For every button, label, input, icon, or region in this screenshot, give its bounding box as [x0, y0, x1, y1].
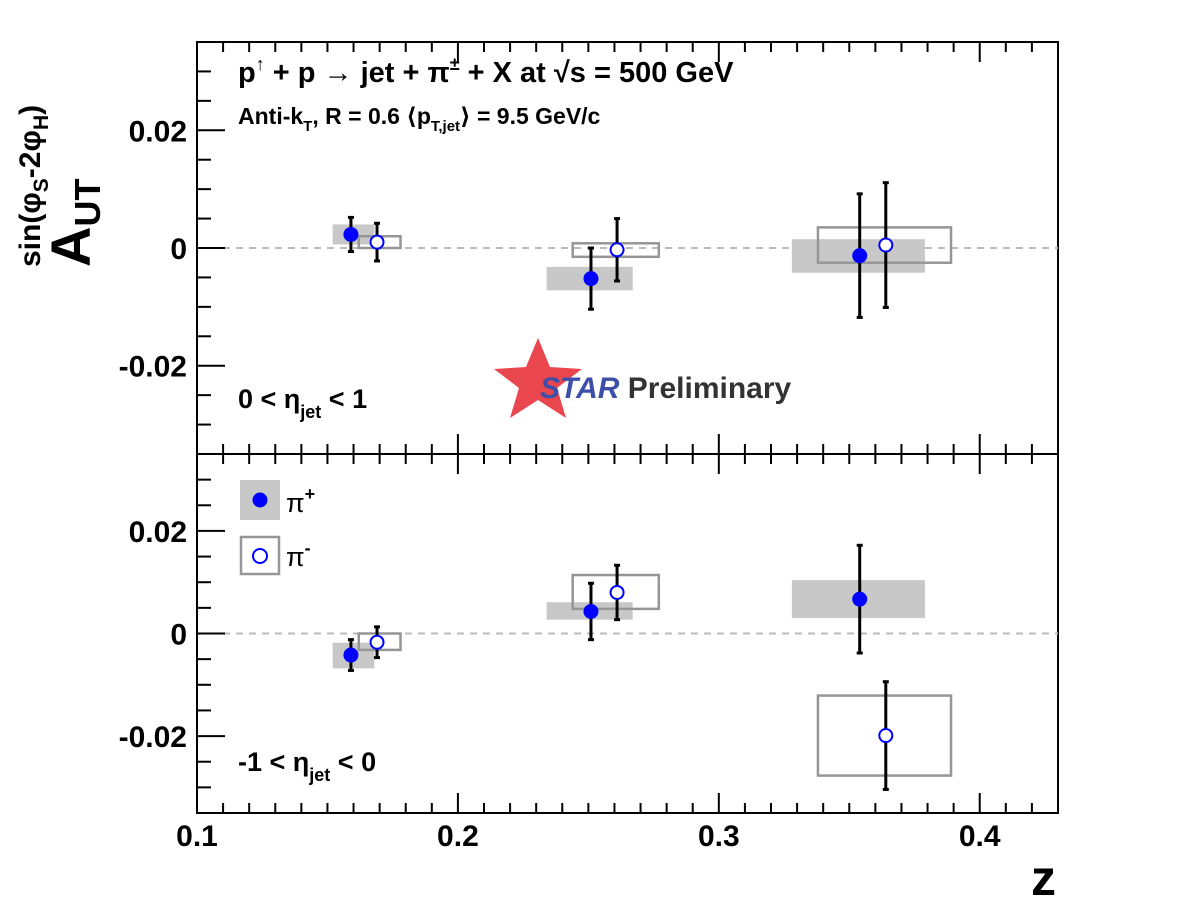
- point-pi-plus-upper-0: [343, 226, 359, 242]
- lower-label-a: -1 < η: [238, 747, 309, 777]
- title-up-arrow: ↑: [256, 54, 265, 74]
- x-tick-label: 0.3: [698, 820, 740, 853]
- ylabel-main: A: [39, 227, 102, 267]
- ylabel-sup-c: ): [14, 105, 47, 115]
- title-middle: + p → jet + π: [265, 57, 450, 89]
- y-tick-label-lower: 0.02: [129, 516, 187, 549]
- ylabel-sup-a: sin(φ: [14, 192, 47, 267]
- y-tick-label-lower: -0.02: [119, 721, 187, 754]
- lower-panel-label: -1 < ηjet < 0: [238, 747, 376, 785]
- panel-upper: -0.02 0 0.02: [119, 41, 1059, 455]
- data-layer-upper: [332, 181, 953, 319]
- point-pi-minus-lower-0: [369, 634, 385, 650]
- subtitle-ptjet-sub: T,jet: [431, 118, 460, 135]
- ylabel-sup-sub-s: S: [30, 178, 53, 192]
- point-pi-plus-lower-1: [583, 603, 599, 619]
- star-logo-icon: [494, 338, 582, 418]
- x-tick-label: 0.2: [437, 820, 479, 853]
- subtitle-antik: Anti-k: [238, 103, 303, 129]
- star-preliminary-watermark: STAR Preliminary: [494, 338, 792, 418]
- upper-label-sub: jet: [299, 402, 321, 422]
- point-pi-minus-lower-1: [609, 584, 625, 600]
- point-pi-minus-upper-1: [609, 242, 625, 258]
- upper-label-b: < 1: [321, 384, 367, 414]
- y-tick-label-upper: 0: [170, 233, 187, 266]
- lower-label-sub: jet: [308, 765, 330, 785]
- subtitle-t-sub: T: [303, 118, 312, 135]
- data-layer-lower: [332, 543, 953, 791]
- legend-pi-minus-base: π: [286, 542, 305, 572]
- legend-pi-plus-sup: +: [305, 484, 316, 504]
- legend-pi-plus-base: π: [286, 488, 305, 518]
- point-pi-plus-upper-2: [852, 248, 868, 264]
- ylabel-sup-b: -2φ: [14, 130, 47, 178]
- point-pi-minus-upper-2: [878, 237, 894, 253]
- y-tick-label-upper: -0.02: [119, 351, 187, 384]
- y-tick-label-upper: 0.02: [129, 115, 187, 148]
- title-end: + X at √s = 500 GeV: [460, 57, 735, 89]
- point-pi-minus-lower-2: [878, 728, 894, 744]
- legend: π+ π-: [239, 480, 315, 576]
- legend-swatch-pi-minus: [239, 535, 281, 576]
- subtitle-middle: , R = 0.6 ⟨p: [312, 103, 431, 129]
- ylabel-sub: UT: [67, 179, 108, 227]
- svg-text:AUT: AUT: [39, 179, 108, 267]
- upper-label-a: 0 < η: [238, 384, 300, 414]
- panel-lower: -0.02 0 0.02: [119, 453, 1059, 814]
- y-tick-label-lower: 0: [170, 619, 187, 652]
- point-pi-plus-lower-0: [343, 647, 359, 663]
- watermark-preliminary: Preliminary: [619, 372, 791, 405]
- watermark-star: STAR: [540, 372, 620, 405]
- legend-label-pi-minus: π-: [286, 538, 311, 572]
- point-pi-plus-lower-2: [852, 591, 868, 607]
- sys-box-pi-minus-lower-0: [357, 632, 402, 652]
- point-pi-minus-upper-0: [369, 234, 385, 250]
- legend-marker-pi-plus: [252, 492, 268, 508]
- title-pm: ±: [450, 54, 460, 74]
- chart-subtitle: Anti-kT, R = 0.6 ⟨pT,jet⟩ = 9.5 GeV/c: [238, 103, 601, 135]
- x-axis-label: z: [1031, 850, 1056, 906]
- watermark-star-text: STAR Preliminary: [540, 372, 792, 405]
- panels-layer: -0.02 0 0.02 -0.02 0 0.02: [119, 41, 1059, 814]
- upper-panel-label: 0 < ηjet < 1: [238, 384, 367, 422]
- point-pi-plus-upper-1: [583, 271, 599, 287]
- legend-pi-minus-sup: -: [305, 538, 311, 558]
- y-axis-label: AUT sin(φS-2φH): [14, 105, 108, 267]
- chart-title: p↑ + p → jet + π± + X at √s = 500 GeV: [238, 54, 734, 89]
- subtitle-end: ⟩ = 9.5 GeV/c: [460, 103, 600, 129]
- title-p: p: [238, 57, 256, 89]
- x-axis: 0.1 0.2 0.3 0.4: [176, 820, 1001, 853]
- ylabel-sup-sub-h: H: [30, 115, 53, 130]
- x-tick-label: 0.1: [176, 820, 218, 853]
- legend-marker-pi-minus: [252, 548, 268, 564]
- x-tick-label: 0.4: [959, 820, 1001, 853]
- lower-label-b: < 0: [330, 747, 376, 777]
- svg-text:sin(φS-2φH): sin(φS-2φH): [14, 105, 53, 267]
- legend-label-pi-plus: π+: [286, 484, 315, 518]
